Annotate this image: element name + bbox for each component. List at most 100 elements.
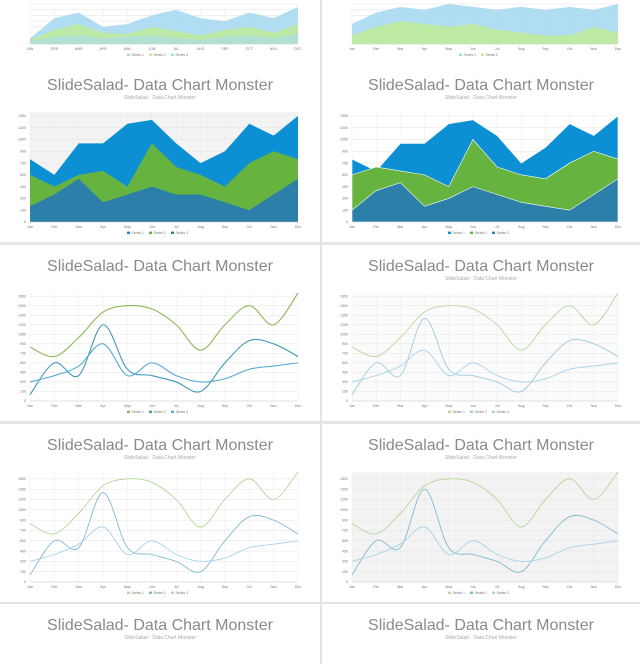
slide-card-row5-left[interactable]: SlideSalad- Data Chart Monster SlideSalad… bbox=[0, 604, 320, 664]
x-tick-label: Jan bbox=[349, 225, 355, 229]
x-tick-label: Apr bbox=[100, 225, 106, 229]
x-tick-label: Feb bbox=[51, 585, 57, 589]
x-tick-label: Jun bbox=[149, 225, 155, 229]
chart-svg-top-right: Jan Feb Mar Apr May Jun Jul Aug Sep Oct Nov Dec Seri… bbox=[349, 3, 621, 57]
x-tick-label: Jan bbox=[349, 585, 355, 589]
legend-swatch bbox=[492, 591, 495, 594]
legend-swatch bbox=[127, 591, 130, 594]
chart-svg-row4-right: SlideSalad- Data Chart MonsterSlideSalad… bbox=[340, 437, 621, 595]
y-tick-label: 300 bbox=[20, 197, 26, 201]
y-tick-label: 600 bbox=[20, 539, 26, 543]
legend-label: Series 3 bbox=[497, 231, 510, 235]
slide-card-top-right[interactable]: Jan Feb Mar Apr May Jun Jul Aug Sep Oct Nov Dec Seri… bbox=[322, 0, 640, 64]
y-tick-label: 300 bbox=[20, 380, 26, 384]
x-tick-label: Jul bbox=[174, 585, 179, 589]
legend-label: Series 2 bbox=[486, 53, 499, 57]
legend-swatch bbox=[448, 410, 451, 413]
y-tick-label: 600 bbox=[342, 173, 348, 177]
legend-label: Series 2 bbox=[154, 410, 167, 414]
slide-subtitle: SlideSalad · Data Chart Monster bbox=[445, 95, 517, 101]
slide-card-row4-right[interactable]: SlideSalad- Data Chart Monster SlideSalad… bbox=[322, 424, 640, 602]
x-tick-label: Aug bbox=[518, 225, 524, 229]
y-tick-label: 150 bbox=[20, 570, 26, 574]
x-tick-label: Sep bbox=[542, 404, 548, 408]
y-tick-label: 900 bbox=[342, 149, 348, 153]
plot-background bbox=[352, 472, 618, 582]
legend-label: Series 2 bbox=[475, 591, 488, 595]
x-tick-label: JAN bbox=[27, 47, 34, 51]
area-series-3 bbox=[30, 178, 298, 222]
legend-label: Series 1 bbox=[132, 591, 145, 595]
legend-swatch bbox=[149, 591, 152, 594]
x-tick-label: SEP bbox=[221, 47, 229, 51]
x-tick-label: FEB bbox=[51, 47, 59, 51]
legend-swatch bbox=[470, 591, 473, 594]
x-tick-label: Mar bbox=[397, 585, 404, 589]
slide-title: SlideSalad- Data Chart Monster bbox=[47, 617, 274, 634]
y-tick-label: 1350 bbox=[340, 313, 348, 317]
slide-title: SlideSalad- Data Chart Monster bbox=[368, 437, 595, 454]
legend-label: Series 1 bbox=[132, 410, 145, 414]
slide-card-row2-left[interactable]: SlideSalad- Data Chart Monster SlideSalad… bbox=[0, 64, 320, 242]
y-tick-label: 450 bbox=[20, 185, 26, 189]
legend-label: Series 3 bbox=[497, 591, 510, 595]
x-tick-label: Feb bbox=[373, 47, 379, 51]
slide-card-row3-left[interactable]: SlideSalad- Data Chart Monster 0 150 300 450… bbox=[0, 245, 320, 421]
y-tick-label: 600 bbox=[342, 361, 348, 365]
legend-label: Series 3 bbox=[497, 410, 510, 414]
x-tick-label: Oct bbox=[246, 404, 252, 408]
x-tick-label: Jan bbox=[27, 225, 33, 229]
y-tick-label: 300 bbox=[342, 560, 348, 564]
slide-card-row3-right[interactable]: SlideSalad- Data Chart Monster SlideSalad… bbox=[322, 245, 640, 421]
legend-swatch bbox=[171, 53, 174, 56]
x-tick-label: Jun bbox=[149, 585, 155, 589]
legend-swatch bbox=[470, 410, 473, 413]
legend-label: Series 3 bbox=[176, 231, 189, 235]
y-tick-label: 150 bbox=[342, 208, 348, 212]
x-tick-label: Jul bbox=[495, 47, 500, 51]
y-tick-label: 0 bbox=[24, 580, 26, 584]
x-tick-label: Jul bbox=[174, 404, 179, 408]
slide-card-row2-right[interactable]: SlideSalad- Data Chart Monster SlideSalad… bbox=[322, 64, 640, 242]
x-tick-label: Nov bbox=[591, 225, 598, 229]
legend-swatch bbox=[448, 591, 451, 594]
x-tick-label: Apr bbox=[422, 585, 428, 589]
y-tick-label: 450 bbox=[342, 549, 348, 553]
y-tick-label: 1650 bbox=[18, 294, 26, 298]
x-tick-label: Jul bbox=[174, 225, 179, 229]
y-tick-label: 900 bbox=[20, 342, 26, 346]
y-tick-label: 0 bbox=[24, 220, 26, 224]
x-tick-label: Nov bbox=[591, 585, 598, 589]
legend-label: Series 3 bbox=[176, 53, 189, 57]
legend-label: Series 1 bbox=[453, 591, 466, 595]
x-tick-label: Aug bbox=[518, 585, 524, 589]
y-tick-label: 450 bbox=[342, 185, 348, 189]
y-tick-label: 0 bbox=[346, 220, 348, 224]
slide-subtitle: SlideSalad · Data Chart Monster bbox=[124, 95, 196, 101]
x-tick-label: Nov bbox=[270, 404, 277, 408]
x-tick-label: Oct bbox=[567, 47, 573, 51]
chart-svg-row2-left: SlideSalad- Data Chart MonsterSlideSalad… bbox=[18, 77, 301, 235]
x-tick-label: May bbox=[445, 225, 452, 229]
chart-svg-row2-right: SlideSalad- Data Chart MonsterSlideSalad… bbox=[340, 77, 621, 235]
x-tick-label: Sep bbox=[542, 585, 548, 589]
y-tick-label: 1050 bbox=[340, 508, 348, 512]
legend-swatch bbox=[470, 231, 473, 234]
slide-card-top-left[interactable]: JAN FEB MAR APR MAY JUN JUL AUG SEP OCT NOV DEC Seri… bbox=[0, 0, 320, 64]
x-tick-label: Apr bbox=[100, 585, 106, 589]
chart-svg-row5-right: SlideSalad- Data Chart MonsterSlideSalad… bbox=[368, 617, 595, 641]
slide-card-row5-right[interactable]: SlideSalad- Data Chart Monster SlideSalad… bbox=[322, 604, 640, 664]
y-tick-label: 300 bbox=[342, 197, 348, 201]
slide-card-row4-left[interactable]: SlideSalad- Data Chart Monster SlideSalad… bbox=[0, 424, 320, 602]
x-tick-label: Jun bbox=[149, 404, 155, 408]
y-tick-label: 1050 bbox=[18, 332, 26, 336]
legend-label: Series 2 bbox=[154, 53, 167, 57]
legend-swatch bbox=[127, 410, 130, 413]
x-tick-label: Aug bbox=[197, 585, 203, 589]
legend-swatch bbox=[448, 231, 451, 234]
chart-svg-top-left: JAN FEB MAR APR MAY JUN JUL AUG SEP OCT NOV DEC Seri… bbox=[27, 3, 302, 57]
y-tick-label: 1200 bbox=[18, 323, 26, 327]
x-tick-label: Feb bbox=[373, 225, 379, 229]
y-tick-label: 150 bbox=[20, 208, 26, 212]
slide-title: SlideSalad- Data Chart Monster bbox=[47, 437, 274, 454]
